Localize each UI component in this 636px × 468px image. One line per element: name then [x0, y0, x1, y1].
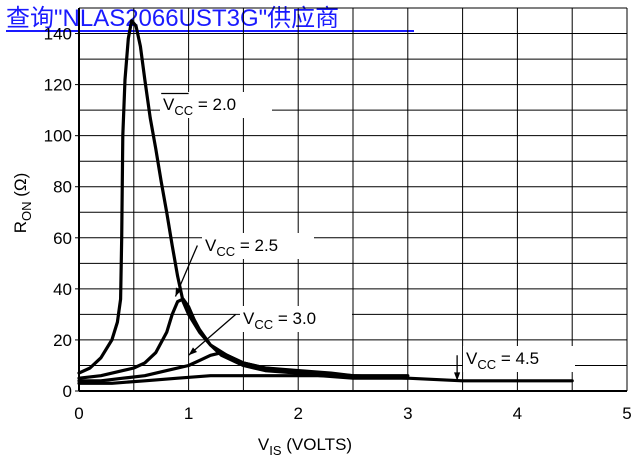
- curve-label-4: VCC = 4.5: [466, 349, 539, 372]
- x-tick-label: 0: [74, 404, 83, 423]
- curve-label-1: VCC = 2.0: [163, 95, 236, 118]
- series-line-2: [77, 297, 355, 380]
- y-tick-label: 140: [44, 25, 72, 44]
- axes: [75, 8, 627, 392]
- x-axis-label: VIS (VOLTS): [258, 435, 352, 458]
- curve-labels: VCC = 2.0 VCC = 2.5 VCC = 3.0 VCC = 4.5: [160, 92, 575, 381]
- x-tick-label: 2: [293, 404, 302, 423]
- curve-label-bg: [463, 346, 575, 372]
- leader-arrowhead: [175, 287, 182, 297]
- curve-label-bg: [202, 233, 314, 259]
- y-tick-label: 80: [53, 178, 72, 197]
- leader-arrowhead: [454, 372, 461, 381]
- x-tick-label: 5: [622, 404, 631, 423]
- y-tick-label: 120: [44, 76, 72, 95]
- curve-label-leader: [174, 245, 198, 297]
- curve-label-bg: [160, 92, 272, 118]
- series-group: [77, 19, 574, 385]
- y-tick-label: 100: [44, 127, 72, 146]
- supplier-query-text: 查询"NLAS2066UST3G"供应商: [6, 5, 339, 32]
- supplier-query-link[interactable]: 查询"NLAS2066UST3G"供应商: [6, 5, 414, 32]
- x-tick-label: 4: [513, 404, 522, 423]
- curve-label-leader: [188, 313, 237, 356]
- series-line-4: [77, 374, 574, 385]
- y-tick-labels: 0 20 40 60 80 100 120 140: [44, 25, 72, 401]
- curve-label-2: VCC = 2.5: [205, 236, 278, 259]
- x-tick-labels: 0 1 2 3 4 5: [74, 404, 631, 423]
- curve-label-bg: [240, 306, 352, 332]
- grid: [78, 7, 628, 392]
- curve-label-3: VCC = 3.0: [243, 309, 316, 332]
- y-axis-label: RON (Ω): [11, 173, 34, 234]
- x-tick-label: 1: [184, 404, 193, 423]
- y-tick-label: 60: [53, 229, 72, 248]
- y-tick-label: 0: [63, 382, 72, 401]
- y-tick-label: 40: [53, 280, 72, 299]
- series-line-3: [77, 351, 410, 383]
- leader-arrowhead: [188, 347, 198, 356]
- x-tick-label: 3: [403, 404, 412, 423]
- y-tick-label: 20: [53, 331, 72, 350]
